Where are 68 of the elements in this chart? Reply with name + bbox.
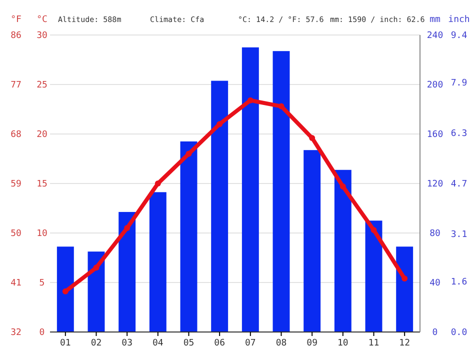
y-tick-label: 25 [36,80,48,90]
text: 86 [10,31,22,41]
y2-tick-label: 0 [432,328,438,338]
point [278,103,284,110]
point [402,276,408,282]
point [370,227,377,234]
point [186,150,192,157]
y2-tick-label: 240 [426,31,444,41]
y-tick-label: 10 [36,229,48,239]
point [309,134,316,141]
y3-tick-label: 4.7 [450,180,468,190]
bar [304,150,321,332]
x-tick-label: 12 [399,338,410,348]
y3-tick-label: 6.3 [450,128,468,139]
y2-tick-label: 200 [426,80,444,90]
y3-tick-label: 7.9 [450,78,468,88]
text: 59 [10,180,22,190]
text: 68 [10,130,22,140]
y-tick-label: 0 [39,328,45,338]
point [340,183,346,190]
bar [365,220,382,332]
bar [88,252,105,332]
x-tick-label: 05 [183,338,194,348]
bar [149,192,166,332]
y2-tick-label: 80 [430,229,440,239]
text: 50 [10,229,22,239]
x-tick-label: 06 [214,338,226,348]
y2-tick-label: 120 [426,180,444,190]
y2-tick-label: 160 [426,130,444,140]
bar [396,246,414,332]
y-axis-title: °C [36,15,48,25]
y3-tick-label: 9.4 [450,31,468,41]
text: 77 [10,80,22,90]
y3-tick-label: 0.0 [450,328,468,338]
y2-tick-label: 40 [430,278,440,288]
x-tick-label: 03 [122,338,133,348]
x-tick-label: 02 [90,338,102,348]
bar [211,80,228,332]
y-tick-label: 20 [36,130,48,140]
y2-axis-title: mm [430,15,440,25]
text: 32 [10,328,22,338]
bar [272,51,290,332]
x-tick-label: 10 [337,338,348,348]
x-tick-label: 11 [368,338,380,348]
y3-axis-title: inch [448,15,470,25]
x-tick-label: 07 [244,338,256,348]
y3-tick-label: 3.1 [450,230,468,240]
point [154,180,161,186]
x-tick-label: 04 [152,338,164,348]
point [124,225,130,232]
bar [180,141,198,332]
x-tick-label: 01 [60,338,71,348]
x-tick-label: 09 [306,338,318,348]
text: °F [10,15,22,25]
bar [56,246,74,332]
y-tick-label: 5 [39,278,45,288]
bar [242,47,259,332]
y-tick-label: 30 [36,31,48,41]
y-tick-label: 15 [36,180,48,190]
point [247,97,254,104]
text: 41 [10,278,22,288]
point [93,264,100,271]
bar [334,170,352,332]
x-tick-label: 08 [276,338,287,348]
point [216,121,223,128]
y3-tick-label: 1.6 [450,277,468,288]
point [62,288,68,294]
bar [118,212,136,332]
